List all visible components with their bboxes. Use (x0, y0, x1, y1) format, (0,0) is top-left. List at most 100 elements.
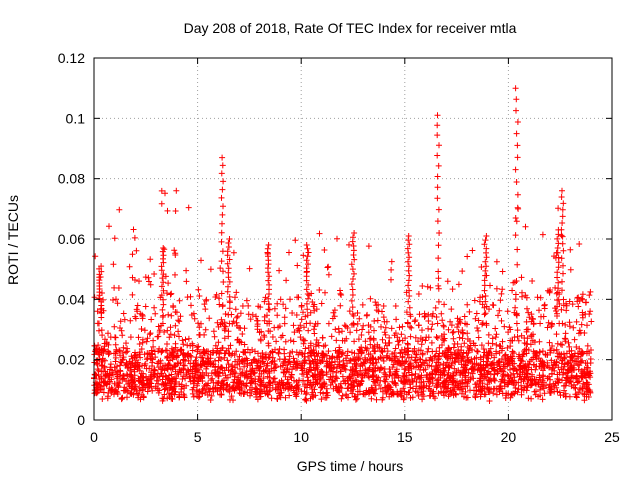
data-point (415, 322, 422, 329)
data-point (326, 364, 333, 371)
data-point (120, 387, 127, 394)
data-point (398, 331, 405, 338)
data-point (266, 281, 273, 288)
data-point (96, 327, 102, 334)
data-point (472, 342, 479, 349)
data-point (209, 361, 216, 368)
data-point (553, 358, 560, 365)
data-point (571, 384, 578, 391)
data-point (425, 345, 432, 352)
data-point (405, 233, 412, 239)
data-point (237, 366, 243, 372)
data-point (207, 397, 214, 403)
data-point (367, 351, 374, 357)
data-point (530, 321, 537, 328)
data-point (355, 336, 362, 343)
data-point (198, 320, 204, 327)
data-point (430, 310, 436, 317)
data-point (351, 368, 358, 375)
data-point (271, 305, 278, 312)
data-point (172, 208, 179, 214)
data-point (582, 299, 589, 306)
data-point (523, 326, 530, 333)
data-point (231, 379, 238, 386)
data-point (303, 320, 310, 327)
data-point (218, 258, 225, 265)
data-point (98, 375, 105, 382)
data-point (271, 324, 278, 331)
data-point (167, 331, 174, 338)
data-point (105, 330, 111, 337)
data-point (481, 287, 488, 294)
data-point (377, 364, 384, 371)
data-point (570, 374, 577, 381)
data-point (196, 388, 203, 395)
data-point (316, 357, 323, 364)
data-point (559, 206, 566, 213)
data-point (548, 323, 555, 330)
x-tick-label: 15 (397, 429, 413, 445)
data-point (358, 349, 365, 356)
data-point (195, 378, 202, 385)
data-point (404, 245, 411, 252)
data-point (433, 348, 440, 355)
data-point (344, 352, 351, 359)
data-point (123, 359, 130, 366)
data-point (212, 294, 219, 300)
data-point (305, 261, 311, 268)
data-point (234, 313, 241, 320)
data-point (413, 379, 420, 385)
data-point (313, 306, 320, 313)
data-point (491, 354, 498, 361)
data-point (497, 366, 504, 373)
data-point (521, 375, 528, 382)
data-point (258, 328, 265, 335)
data-point (513, 310, 520, 317)
data-point (282, 338, 289, 345)
data-point (487, 376, 494, 383)
data-point (400, 385, 407, 392)
data-point (310, 372, 317, 379)
data-point (491, 377, 498, 384)
data-point (447, 318, 454, 325)
data-point (127, 334, 134, 341)
data-point (365, 243, 372, 250)
data-point (176, 318, 183, 325)
data-point (339, 328, 345, 335)
axis-ticks: 0 5 10 15 20 25 0 0.02 0.04 0.06 0.08 0.1 0.12 (58, 50, 620, 445)
data-point (307, 360, 313, 367)
data-point (582, 371, 588, 377)
data-point (269, 358, 276, 365)
data-point (170, 385, 176, 392)
data-point (382, 331, 389, 338)
data-point (274, 312, 281, 319)
data-point (214, 319, 221, 326)
data-point (221, 335, 228, 342)
data-point (373, 302, 380, 309)
data-point (499, 268, 506, 275)
data-point (113, 375, 120, 382)
data-point (247, 380, 254, 387)
data-point (254, 323, 261, 330)
data-point (175, 328, 182, 335)
data-point (230, 249, 237, 256)
data-point (241, 325, 248, 332)
data-point (513, 130, 520, 137)
data-point (94, 360, 101, 367)
data-point (251, 369, 258, 376)
data-point (230, 397, 236, 404)
data-point (150, 343, 157, 350)
data-point (127, 317, 134, 324)
data-point (302, 345, 309, 352)
data-point (225, 240, 232, 246)
data-point (562, 382, 569, 389)
data-point (489, 301, 496, 308)
data-point (522, 223, 529, 230)
data-point (216, 349, 223, 356)
x-axis-label: GPS time / hours (297, 458, 404, 474)
data-point (416, 376, 423, 382)
data-point (441, 383, 448, 390)
data-point (148, 347, 155, 354)
data-point (488, 361, 495, 367)
data-point (330, 309, 337, 316)
